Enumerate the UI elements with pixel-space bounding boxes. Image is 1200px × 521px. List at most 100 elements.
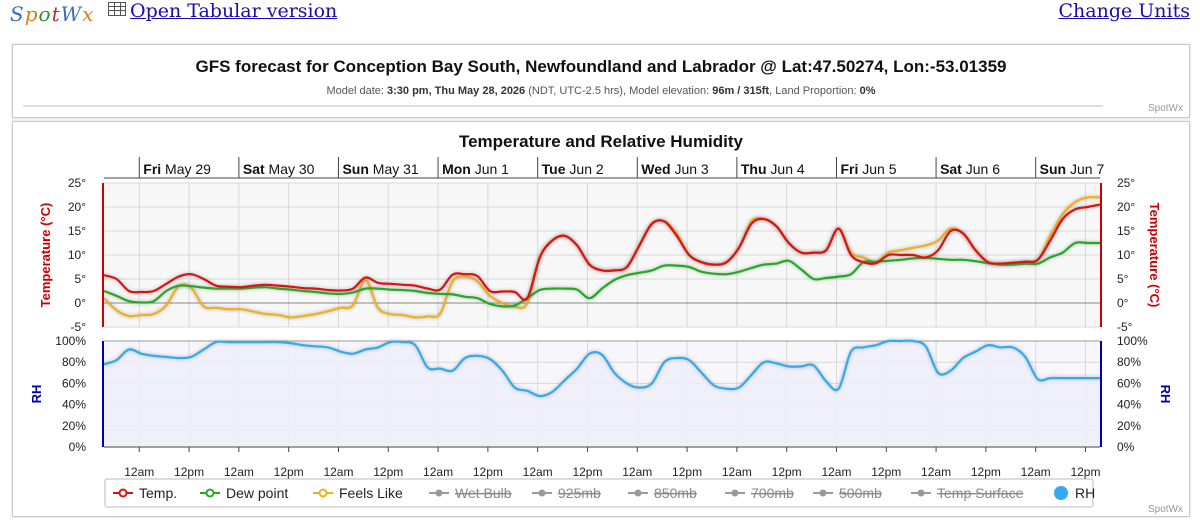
legend-label: 850mb [654,485,697,501]
legend-marker [318,488,328,498]
legend-item-700[interactable]: 700mb [725,485,794,501]
x-tick-label: 12am [722,465,752,479]
x-tick-label: 12pm [772,465,802,479]
x-tick-label: 12am [124,465,154,479]
x-tick-label: 12am [423,465,453,479]
legend-item-wetbulb[interactable]: Wet Bulb [429,485,512,501]
rh-tick-right: 20% [1117,419,1141,433]
temp-tick-right: 0° [1117,296,1129,310]
legend-marker [819,489,827,497]
legend-label: Feels Like [339,485,403,501]
x-tick-label: 12pm [871,465,901,479]
temp-tick-left: 20° [68,200,86,214]
legend-label: RH [1075,485,1095,501]
day-label: Sat May 30 [243,161,315,177]
day-label-weekday: Fri [840,161,858,177]
x-tick-label: 12am [921,465,951,479]
day-label-weekday: Tue [542,161,566,177]
x-tick-label: 12pm [572,465,602,479]
temp-tick-right: 20° [1117,200,1135,214]
x-tick-label: 12pm [1070,465,1100,479]
day-label-date: Jun 5 [858,161,896,177]
temp-tick-left: 0° [75,296,87,310]
rh-axis-title-right: RH [1158,385,1173,404]
legend-label: Dew point [226,485,288,501]
chart-title: Temperature and Relative Humidity [459,132,744,151]
day-label-date: Jun 4 [767,161,805,177]
day-label-date: May 29 [161,161,211,177]
legend-marker [538,489,546,497]
rh-tick-left: 0% [69,440,87,454]
x-tick-label: 12am [821,465,851,479]
legend-label: 500mb [839,485,882,501]
temp-line [104,203,1100,301]
temp-tick-left: 25° [68,176,86,190]
rh-tick-left: 80% [62,355,86,369]
rh-tick-right: 60% [1117,376,1141,390]
rh-tick-right: 0% [1117,440,1135,454]
model-date-label: Model date: [326,85,387,97]
legend-item-feels[interactable]: Feels Like [313,485,403,501]
legend-item-dew[interactable]: Dew point [200,485,288,501]
chart-panel: Temperature and Relative Humidity Fri Ma… [12,121,1190,517]
day-label: Thu Jun 4 [741,161,805,177]
rh-axis-title-left: RH [29,385,44,404]
legend-marker [634,489,642,497]
day-label-weekday: Mon [442,161,471,177]
x-tick-label: 12am [224,465,254,479]
day-label: Sun Jun 7 [1040,161,1105,177]
day-label: Fri Jun 5 [840,161,896,177]
forecast-title: GFS forecast for Conception Bay South, N… [195,57,1007,76]
x-tick-label: 12pm [274,465,304,479]
legend-marker [1054,486,1068,500]
top-bar: SpotWx Open Tabular version Change Units [0,0,1200,34]
temp-axis-title-left: Temperature (°C) [38,203,53,308]
temp-tick-left: 15° [68,224,86,238]
temp-axis-title-right: Temperature (°C) [1147,203,1162,308]
legend-item-925[interactable]: 925mb [532,485,601,501]
day-label-weekday: Sun [342,161,368,177]
day-label-weekday: Thu [741,161,767,177]
day-label-weekday: Wed [641,161,670,177]
legend-box [104,478,1094,508]
legend-item-temp[interactable]: Temp. [113,485,177,501]
day-label-weekday: Sat [940,161,962,177]
temp-tick-right: 5° [1117,272,1129,286]
temp-tick-left: -5° [71,320,87,334]
day-label: Wed Jun 3 [641,161,709,177]
legend-item-rh[interactable]: RH [1054,485,1095,501]
dew-line [104,241,1100,308]
rh-tick-left: 60% [62,376,86,390]
day-label-weekday: Fri [143,161,161,177]
rh-area [104,340,1100,447]
day-label: Fri May 29 [143,161,211,177]
x-tick-label: 12am [622,465,652,479]
day-label-date: May 30 [265,161,315,177]
forecast-header-panel: GFS forecast for Conception Bay South, N… [12,44,1190,118]
day-label-date: May 31 [369,161,419,177]
temp-tick-right: 25° [1117,176,1135,190]
rh-tick-left: 20% [62,419,86,433]
x-tick-label: 12pm [971,465,1001,479]
legend-item-850[interactable]: 850mb [628,485,697,501]
day-label: Sat Jun 6 [940,161,1000,177]
x-tick-label: 12am [523,465,553,479]
day-label: Sun May 31 [342,161,418,177]
day-label: Mon Jun 1 [442,161,509,177]
day-label-date: Jun 1 [471,161,509,177]
day-label-date: Jun 2 [566,161,604,177]
legend-label: 700mb [751,485,794,501]
open-tabular-link[interactable]: Open Tabular version [130,0,338,22]
model-info: Model date: 3:30 pm, Thu May 28, 2026 (N… [13,85,1189,97]
day-label-date: Jun 3 [671,161,709,177]
spotwx-logo[interactable]: SpotWx [10,2,95,26]
legend-item-tsurf[interactable]: Temp Surface [911,485,1024,501]
legend-item-500[interactable]: 500mb [813,485,882,501]
rh-line [103,339,1100,398]
change-units-link[interactable]: Change Units [1058,0,1191,22]
legend-marker [917,489,925,497]
legend-label: 925mb [558,485,601,501]
table-icon[interactable] [108,2,126,16]
header-divider [23,105,1103,107]
legend-marker [118,488,128,498]
